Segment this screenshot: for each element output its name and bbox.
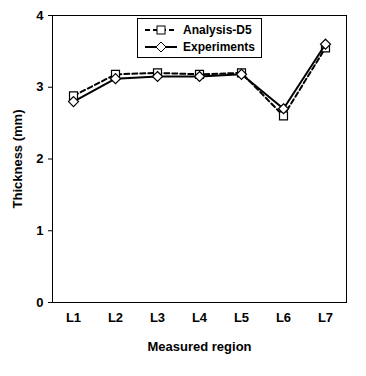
svg-text:0: 0 (36, 295, 43, 310)
svg-text:3: 3 (36, 79, 43, 94)
svg-text:L1: L1 (66, 310, 81, 325)
svg-text:L7: L7 (318, 310, 333, 325)
html-text:Experiments: Experiments (183, 39, 255, 54)
svg-text:L6: L6 (276, 310, 291, 325)
svg-text:L3: L3 (150, 310, 165, 325)
svg-text:Measured region: Measured region (147, 339, 251, 354)
svg-text:1: 1 (36, 223, 43, 238)
svg-text:2: 2 (36, 151, 43, 166)
svg-text:Thickness (mm): Thickness (mm) (10, 110, 25, 209)
svg-text:4: 4 (36, 8, 44, 23)
svg-text:L4: L4 (192, 310, 208, 325)
svg-text:L5: L5 (234, 310, 249, 325)
html-text:Analysis-D5: Analysis-D5 (183, 22, 252, 37)
svg-text:L2: L2 (108, 310, 123, 325)
